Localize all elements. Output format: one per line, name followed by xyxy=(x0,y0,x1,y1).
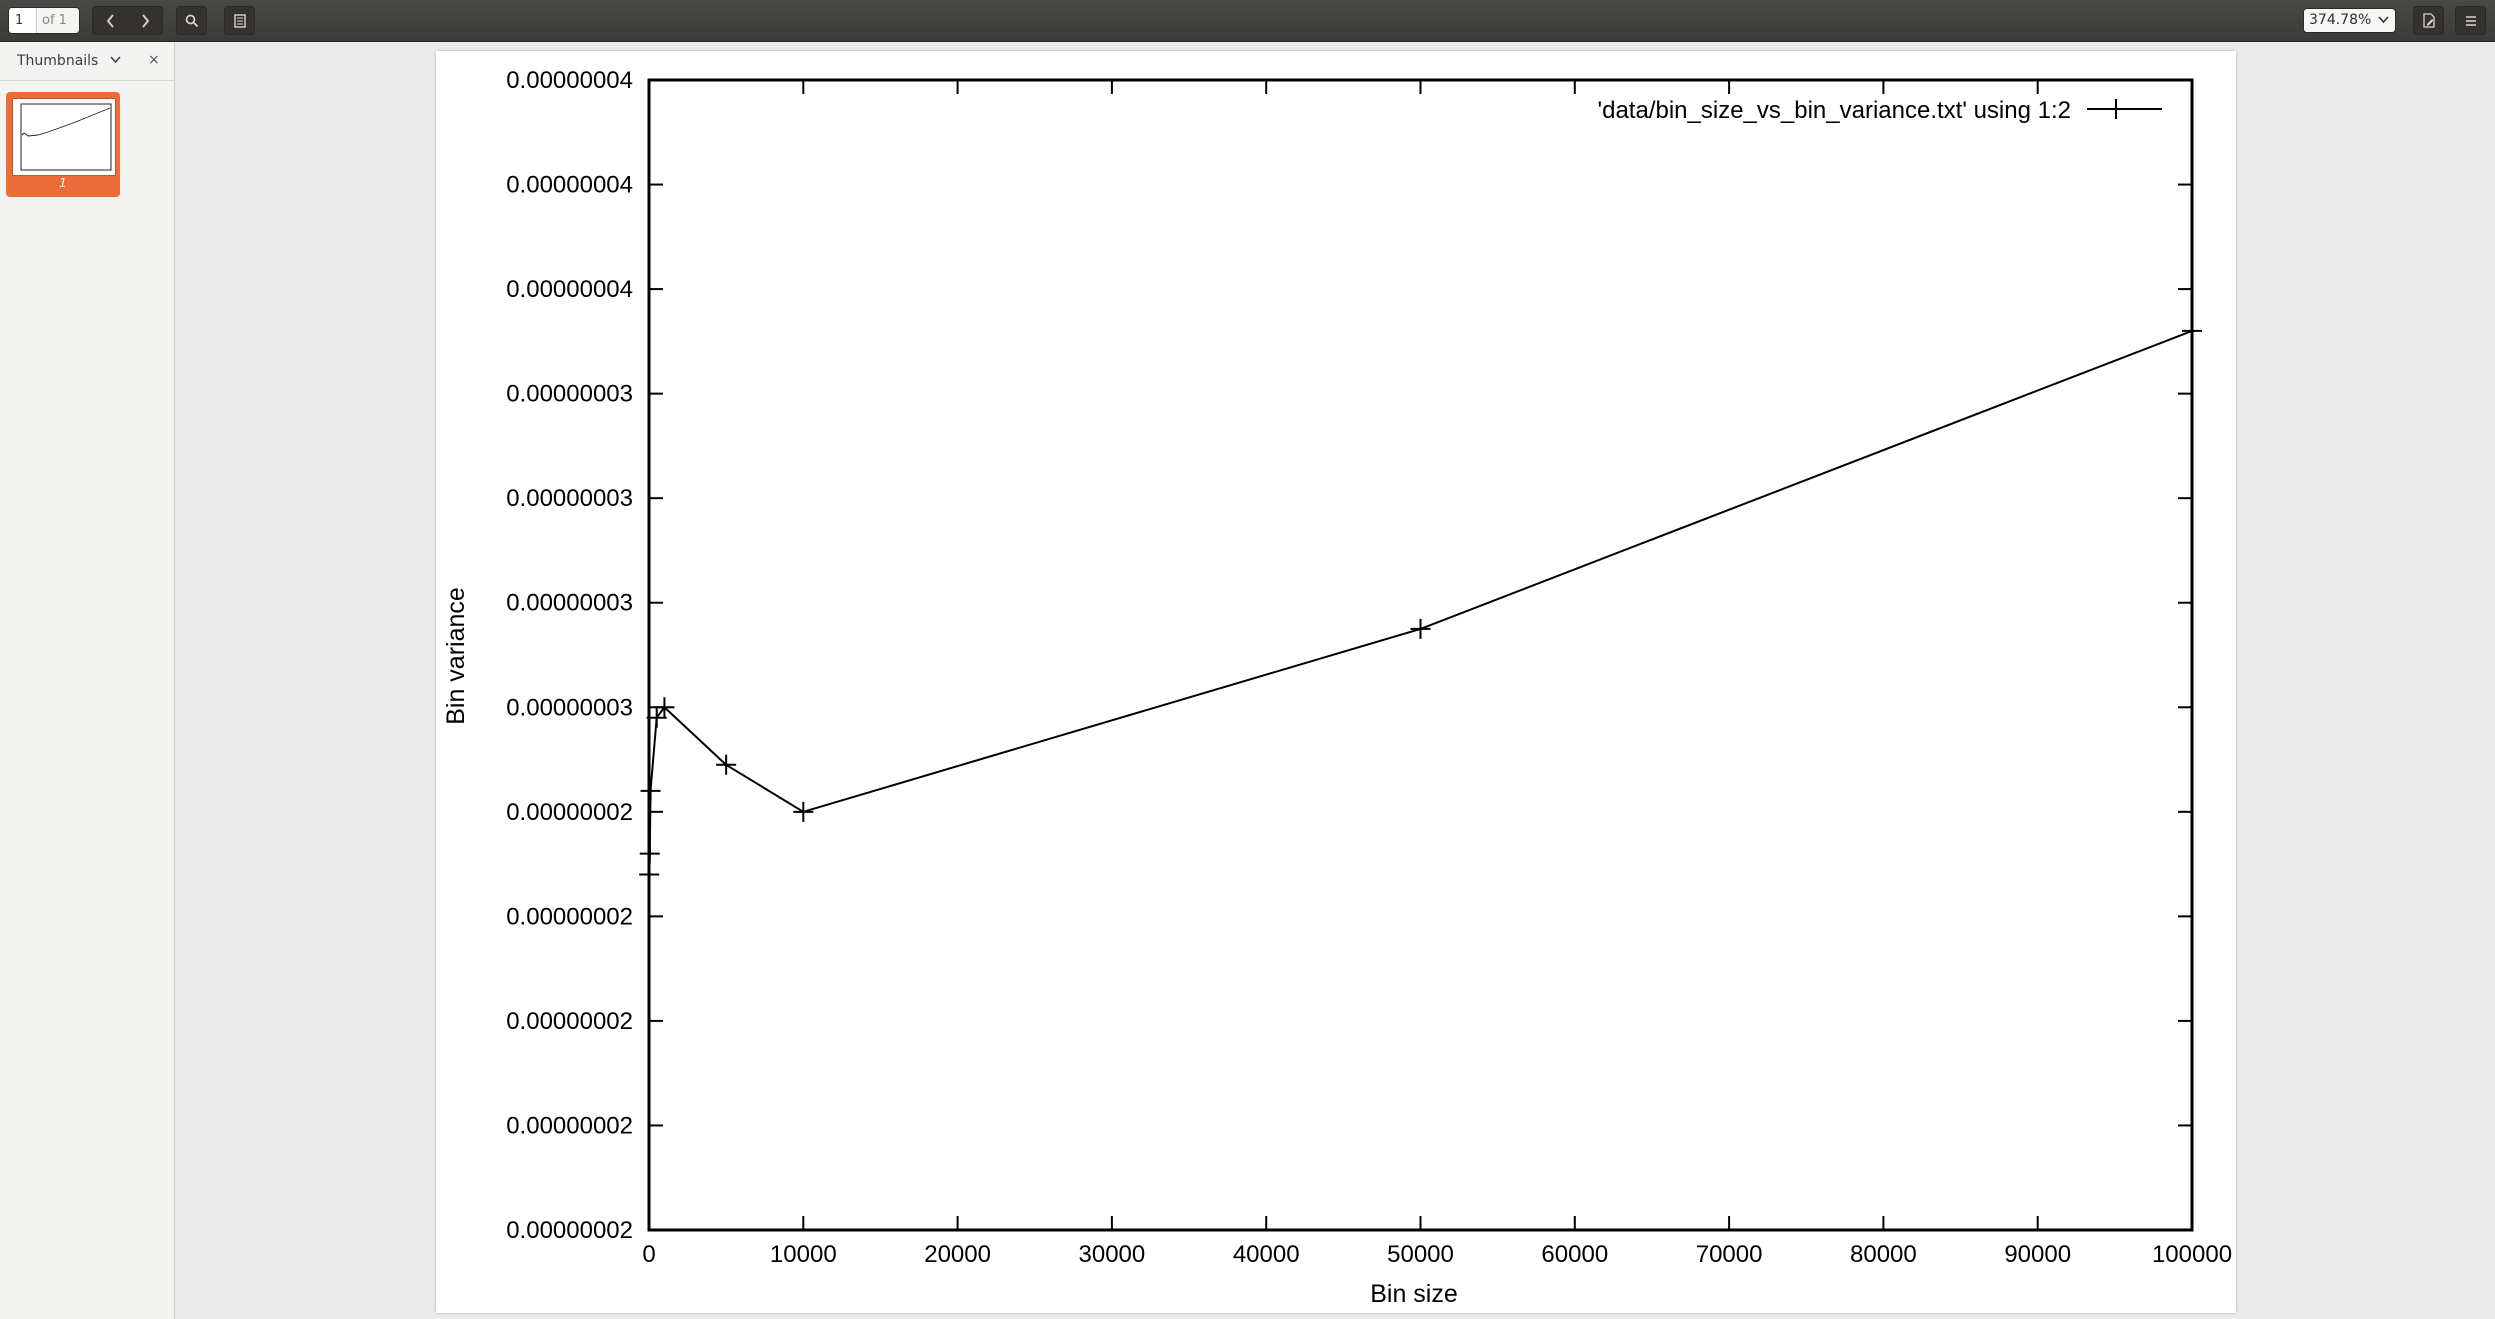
x-tick-label: 50000 xyxy=(1387,1241,1454,1268)
menu-button[interactable] xyxy=(2455,6,2486,35)
x-tick-label: 100000 xyxy=(2152,1241,2232,1268)
y-tick-label: 0.00000004 xyxy=(506,276,633,303)
sidebar: Thumbnails × 1 xyxy=(0,42,175,1319)
y-tick-label: 0.00000002 xyxy=(506,1008,633,1035)
chevron-down-icon[interactable] xyxy=(110,56,121,64)
current-page-input[interactable]: 1 xyxy=(9,8,37,33)
x-tick-label: 20000 xyxy=(924,1241,991,1268)
y-tick-label: 0.00000003 xyxy=(506,485,633,512)
hamburger-menu-icon xyxy=(2466,16,2476,26)
zoom-select[interactable]: 374.78% xyxy=(2303,8,2396,33)
chevron-left-icon[interactable] xyxy=(93,7,128,34)
chevron-down-icon xyxy=(2378,16,2389,24)
sidebar-toggle-button[interactable] xyxy=(224,6,255,35)
y-tick-label: 0.00000003 xyxy=(506,381,633,408)
data-point-marker xyxy=(646,707,667,728)
page-count-label: of 1 xyxy=(42,13,67,28)
y-tick-label: 0.00000002 xyxy=(506,903,633,930)
sidebar-header: Thumbnails × xyxy=(0,42,174,81)
series-line xyxy=(648,329,2193,875)
y-axis-label: Bin variance xyxy=(442,587,470,725)
legend-label: 'data/bin_size_vs_bin_variance.txt' usin… xyxy=(1598,97,2071,124)
x-tick-label: 30000 xyxy=(1079,1241,1146,1268)
data-point-marker xyxy=(793,801,814,822)
thumbnail-preview xyxy=(12,98,116,176)
x-tick-label: 70000 xyxy=(1696,1241,1763,1268)
x-tick-label: 40000 xyxy=(1233,1241,1300,1268)
data-point-marker xyxy=(1410,618,1431,639)
data-point-marker xyxy=(654,697,675,718)
data-point-marker xyxy=(2182,320,2202,341)
y-tick-label: 0.00000002 xyxy=(506,1112,633,1139)
document-icon xyxy=(234,14,246,28)
annotate-button[interactable] xyxy=(2413,6,2444,35)
y-tick-label: 0.00000002 xyxy=(506,799,633,826)
data-point-marker xyxy=(639,864,660,885)
thumbnail-page-number: 1 xyxy=(59,176,67,190)
y-tick-label: 0.00000003 xyxy=(506,694,633,721)
x-tick-label: 90000 xyxy=(2004,1241,2071,1268)
toolbar: 1 of 1 374.78% xyxy=(0,0,2495,42)
y-tick-label: 0.00000003 xyxy=(506,590,633,617)
annotation-icon xyxy=(2423,13,2435,28)
y-tick-label: 0.00000002 xyxy=(506,1217,633,1244)
data-point-marker xyxy=(639,843,660,864)
x-tick-label: 60000 xyxy=(1541,1241,1608,1268)
page-nav-group xyxy=(92,6,163,35)
close-icon[interactable]: × xyxy=(148,52,160,68)
chevron-right-icon[interactable] xyxy=(128,7,163,34)
chart: 0 10000 20000 30000 40000 50000 60000 70000 8000… xyxy=(442,67,2232,1308)
x-tick-label: 80000 xyxy=(1850,1241,1917,1268)
data-point-marker xyxy=(640,780,661,801)
x-tick-label: 10000 xyxy=(770,1241,837,1268)
sidebar-mode-select[interactable]: Thumbnails xyxy=(17,53,99,69)
search-button[interactable] xyxy=(176,6,207,35)
zoom-value: 374.78% xyxy=(2309,12,2372,28)
search-icon xyxy=(185,14,199,28)
x-tick-label: 0 xyxy=(642,1241,655,1268)
data-point-marker xyxy=(716,754,737,775)
y-tick-label: 0.00000004 xyxy=(506,172,633,199)
page-thumbnail[interactable]: 1 xyxy=(6,92,120,197)
x-axis-label: Bin size xyxy=(1370,1280,1458,1308)
legend-marker-sample xyxy=(2106,99,2126,119)
plot-frame xyxy=(647,78,2194,1232)
document-page: 0 10000 20000 30000 40000 50000 60000 70000 8000… xyxy=(436,51,2236,1313)
y-tick-label: 0.00000004 xyxy=(506,67,633,94)
page-number-field[interactable]: 1 of 1 xyxy=(8,7,80,34)
